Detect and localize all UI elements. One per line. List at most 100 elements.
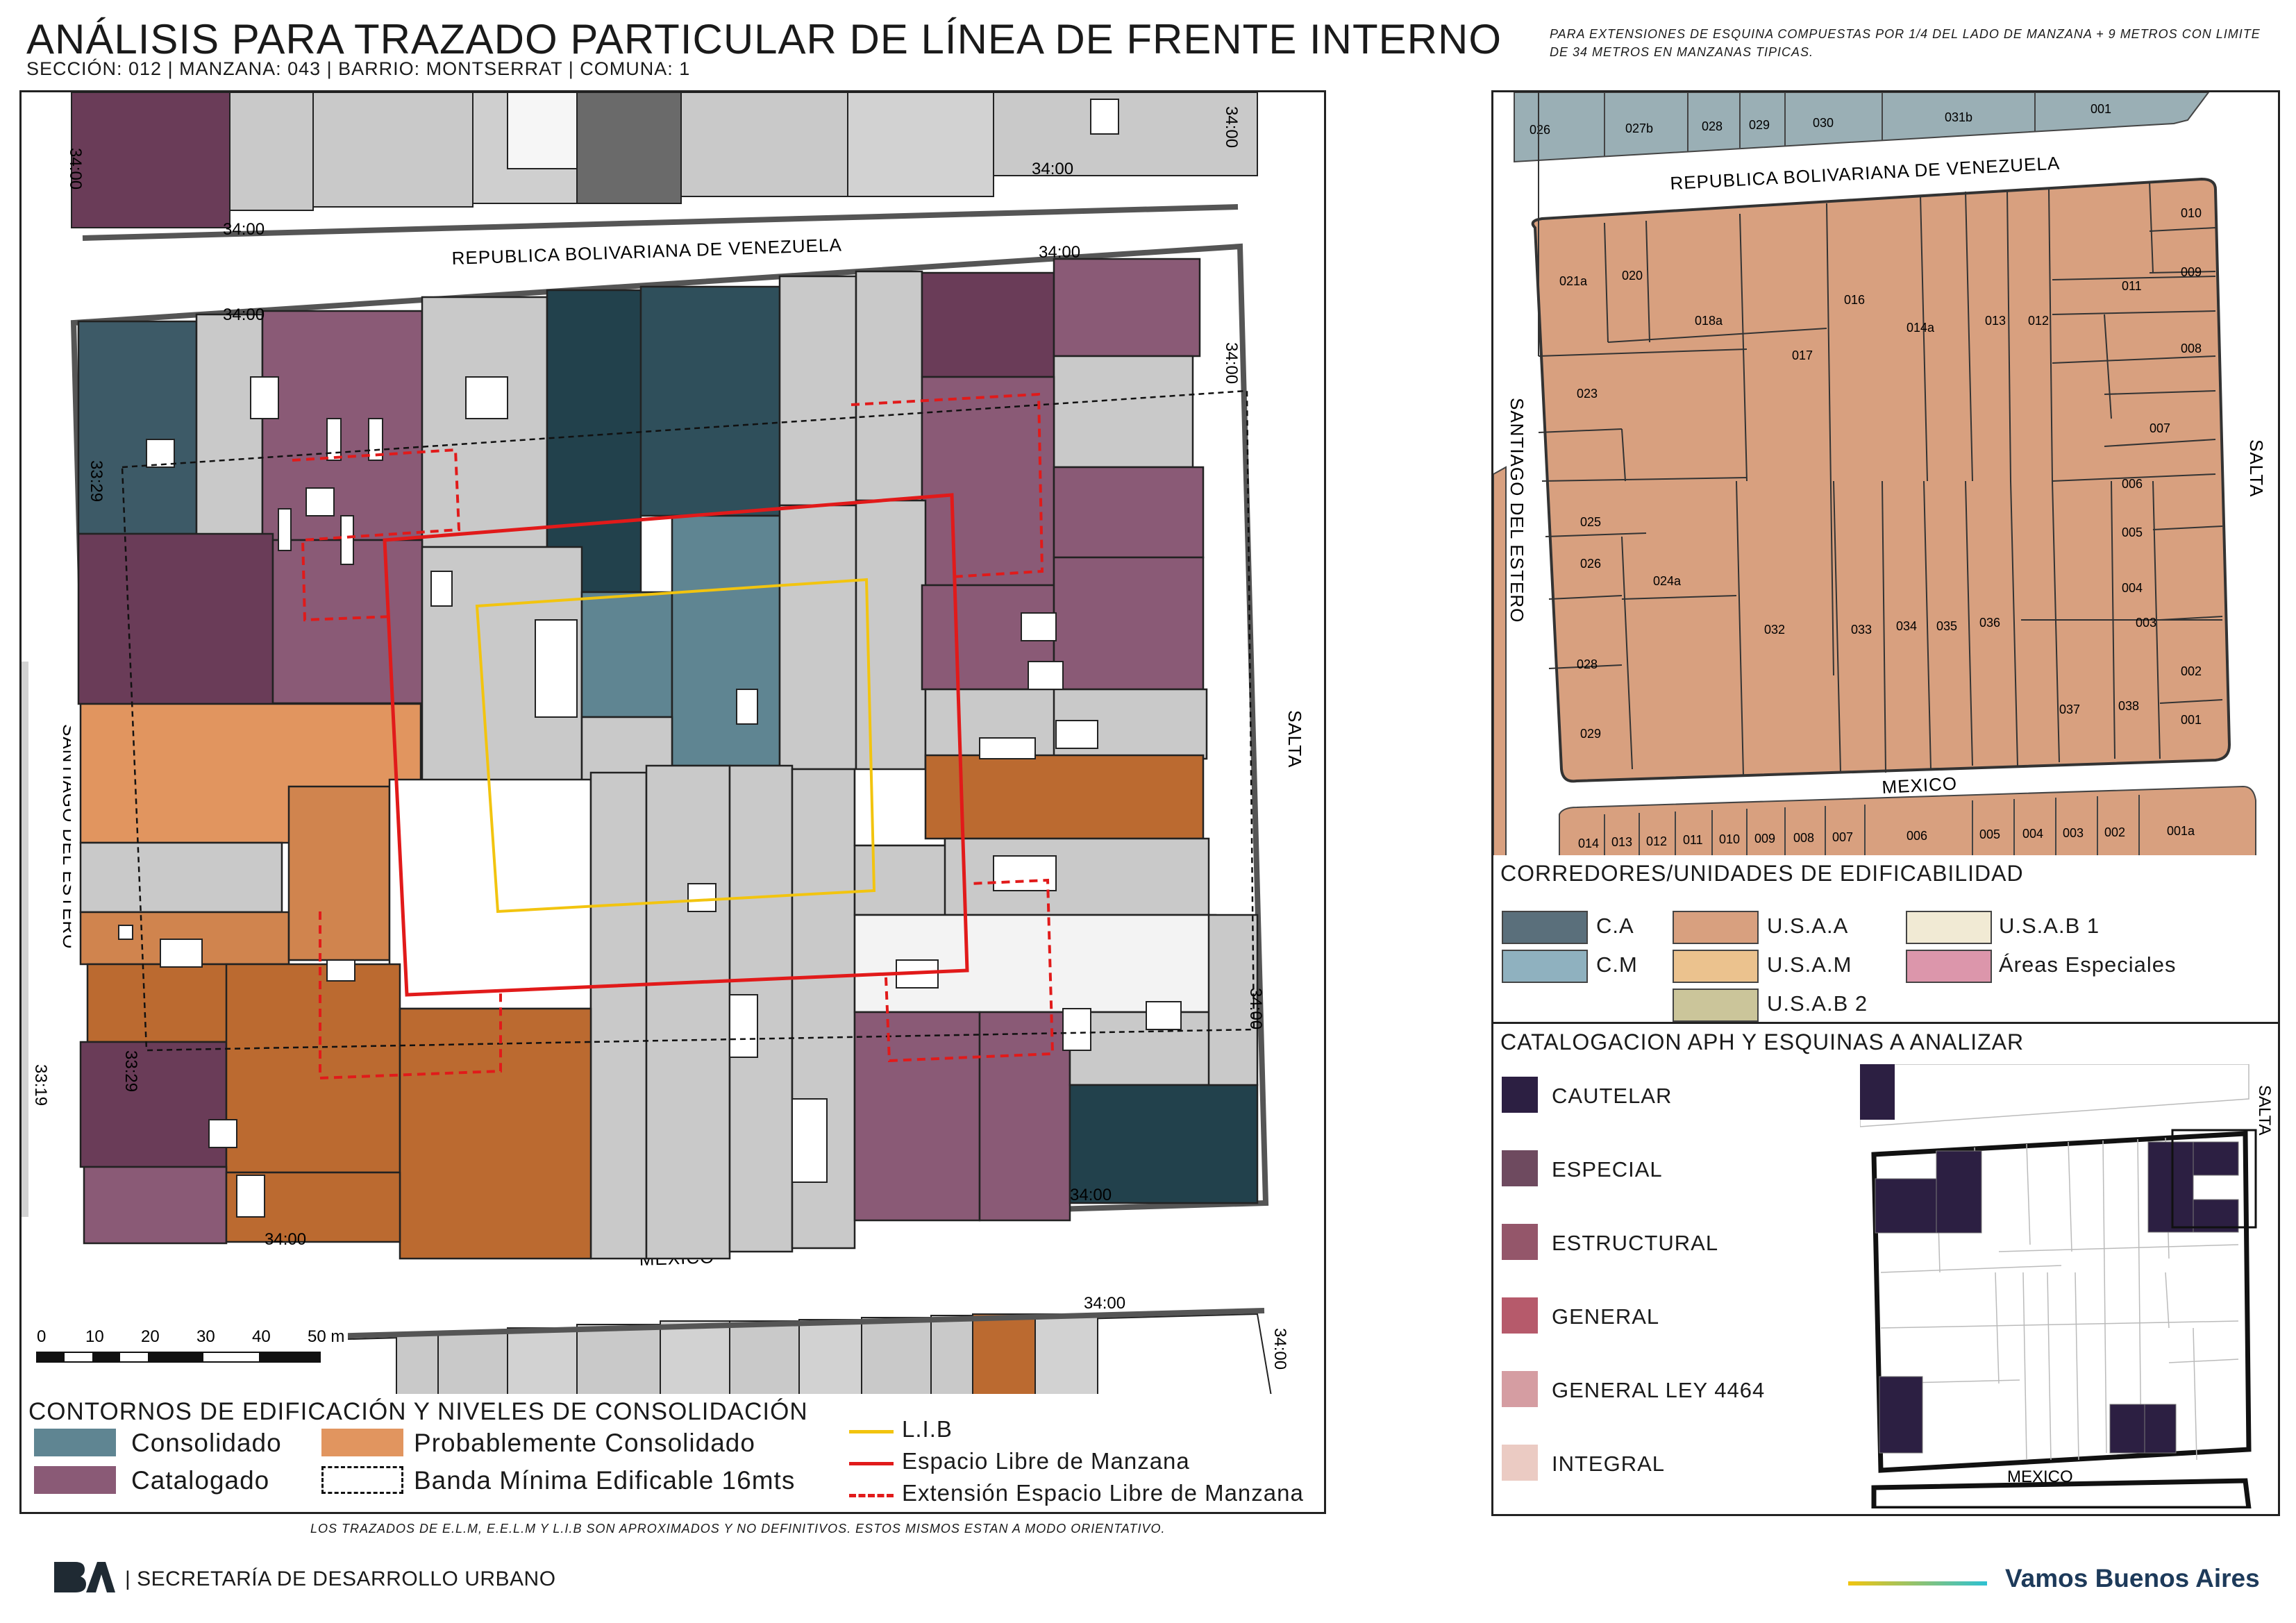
consolidation-legend: CONTORNOS DE EDIFICACIÓN Y NIVELES DE CO…: [19, 1394, 1326, 1514]
swatch-probablemente-consolidado: [321, 1429, 403, 1456]
street-right: SALTA: [1284, 710, 1305, 768]
espacio-libre-de-manzana: [383, 493, 969, 997]
dim-label: 34:00: [1039, 243, 1080, 262]
dim-label: 33:29: [87, 460, 106, 502]
corridor-label: U.S.A.M: [1767, 952, 1852, 977]
legend-label-lib: L.I.B: [902, 1416, 953, 1442]
svg-text:001: 001: [2090, 102, 2111, 116]
page-subtitle: SECCIÓN: 012 | MANZANA: 043 | BARRIO: MO…: [26, 58, 691, 79]
dim-label: 34:00: [223, 305, 265, 324]
svg-text:031b: 031b: [1945, 110, 1972, 124]
catalog-label: INTEGRAL: [1552, 1452, 1666, 1476]
corridor-label: C.M: [1596, 952, 1638, 977]
svg-text:028: 028: [1702, 119, 1723, 133]
svg-text:034: 034: [1896, 619, 1917, 633]
svg-text:029: 029: [1749, 118, 1770, 132]
legend-label-catalogado: Catalogado: [131, 1466, 270, 1495]
swatch-banda-minima: [321, 1466, 403, 1494]
swatch-usam: [1673, 950, 1759, 983]
swatch-consolidado: [34, 1429, 116, 1456]
svg-text:008: 008: [1793, 831, 1814, 845]
svg-text:20: 20: [141, 1327, 160, 1346]
main-block-map[interactable]: 34:00 34:00 34:00 34:00 REPUBLICA BOLIVA…: [19, 90, 1326, 1398]
right-street-right: SALTA: [2246, 439, 2267, 498]
scale-bar: 0 10 20 30 40 50 m: [22, 1304, 348, 1394]
svg-text:025: 025: [1580, 515, 1601, 529]
svg-text:012: 012: [1646, 834, 1667, 848]
svg-text:016: 016: [1844, 293, 1865, 307]
footer-organization: | SECRETARÍA DE DESARROLLO URBANO: [125, 1567, 556, 1590]
corridor-label: U.S.A.B 2: [1767, 991, 1868, 1016]
svg-text:009: 009: [1754, 832, 1775, 846]
swatch-cautelar: [1502, 1077, 1538, 1113]
swatch-ca: [1502, 911, 1588, 944]
svg-text:013: 013: [1985, 314, 2006, 328]
top-parcel-row: [1514, 92, 2210, 163]
dim-label: 34:00: [1070, 1186, 1112, 1204]
svg-text:032: 032: [1764, 623, 1785, 637]
right-street-top: REPUBLICA BOLIVARIANA DE VENEZUELA: [1670, 153, 2061, 194]
svg-text:029: 029: [1580, 727, 1601, 741]
banda-minima-edificable: [121, 389, 1255, 1052]
dim-label: 34:00: [66, 148, 85, 190]
svg-text:026: 026: [1530, 123, 1550, 137]
parcel-consolidado: [77, 320, 198, 535]
linea-interna-de-basamento: [475, 578, 876, 914]
svg-text:013: 013: [1611, 835, 1632, 849]
swatch-estructural: [1502, 1224, 1538, 1260]
line-lib: [849, 1430, 894, 1433]
svg-text:005: 005: [1979, 827, 2000, 841]
ba-logo: [54, 1562, 115, 1592]
dim-label: 34:00: [1222, 342, 1241, 384]
dim-label: 34:00: [1032, 160, 1073, 178]
svg-text:038: 038: [2118, 699, 2139, 713]
line-eelm: [849, 1494, 894, 1497]
header-note: PARA EXTENSIONES DE ESQUINA COMPUESTAS P…: [1550, 27, 2261, 59]
svg-text:010: 010: [1719, 832, 1740, 846]
svg-text:009: 009: [2181, 265, 2202, 279]
catalog-label: GENERAL LEY 4464: [1552, 1378, 1766, 1402]
legend-label-probable: Probablemente Consolidado: [414, 1429, 755, 1457]
dim-label: 34:00: [1084, 1294, 1125, 1313]
svg-text:021a: 021a: [1559, 274, 1588, 288]
swatch-areas-especiales: [1906, 950, 1992, 983]
swatch-especial: [1502, 1150, 1538, 1186]
swatch-usab2: [1673, 989, 1759, 1022]
dim-label: 34:00: [223, 220, 265, 239]
svg-text:40: 40: [252, 1327, 271, 1346]
svg-text:50 m: 50 m: [308, 1327, 344, 1346]
svg-text:037: 037: [2059, 703, 2080, 716]
corridor-label: C.A: [1596, 914, 1634, 938]
legend-label-consolidado: Consolidado: [131, 1429, 282, 1457]
svg-text:011: 011: [1683, 833, 1703, 847]
svg-text:011: 011: [2122, 279, 2142, 293]
swatch-integral: [1502, 1445, 1538, 1481]
svg-text:033: 033: [1851, 623, 1872, 637]
footer-slogan: Vamos Buenos Aires: [2005, 1564, 2260, 1592]
catalog-title: CATALOGACION APH Y ESQUINAS A ANALIZAR: [1500, 1029, 2025, 1054]
svg-text:012: 012: [2028, 314, 2049, 328]
svg-text:024a: 024a: [1653, 574, 1682, 588]
svg-text:007: 007: [1832, 830, 1853, 844]
parcel-map[interactable]: 026 027b 028 029 030 031b 001 REPUBLICA …: [1491, 90, 2280, 859]
catalog-corner-map[interactable]: SALTA MEXICO: [1860, 1064, 2274, 1508]
svg-text:003: 003: [2063, 826, 2084, 840]
legend-label-eelm: Extensión Espacio Libre de Manzana: [902, 1480, 1304, 1506]
svg-text:017: 017: [1792, 348, 1813, 362]
corridor-label: U.S.A.A: [1767, 914, 1849, 938]
svg-text:004: 004: [2122, 581, 2143, 595]
catalog-label: GENERAL: [1552, 1304, 1660, 1329]
swatch-usab1: [1906, 911, 1992, 944]
catalog-map-street-right: SALTA: [2255, 1085, 2274, 1135]
svg-text:002: 002: [2104, 825, 2125, 839]
svg-text:30: 30: [196, 1327, 215, 1346]
catalog-label: CAUTELAR: [1552, 1084, 1673, 1108]
catalog-legend: CATALOGACION APH Y ESQUINAS A ANALIZAR C…: [1491, 1022, 2280, 1516]
right-street-left: SANTIAGO DEL ESTERO: [1507, 398, 1527, 623]
svg-text:001: 001: [2181, 713, 2202, 727]
svg-text:10: 10: [85, 1327, 104, 1346]
svg-text:027b: 027b: [1625, 121, 1653, 135]
legend-label-elm: Espacio Libre de Manzana: [902, 1448, 1190, 1474]
svg-text:008: 008: [2181, 342, 2202, 355]
legend-label-banda: Banda Mínima Edificable 16mts: [414, 1466, 796, 1495]
